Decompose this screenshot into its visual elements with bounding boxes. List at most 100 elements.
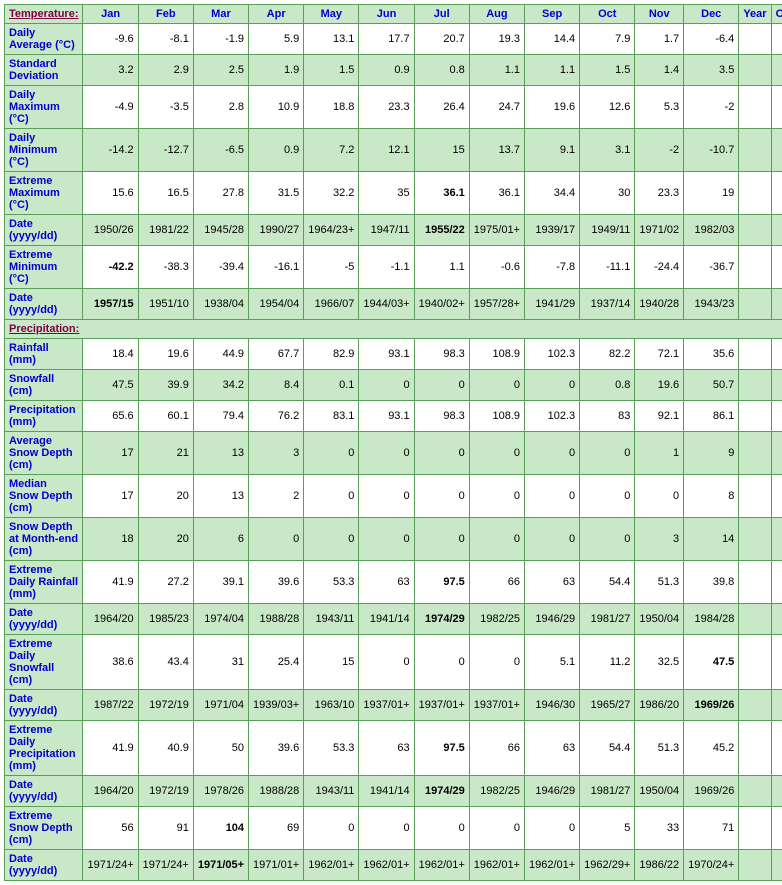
col-mar: Mar: [193, 5, 248, 24]
data-cell: 18: [83, 518, 138, 561]
data-cell: 13: [193, 432, 248, 475]
row-label-link[interactable]: Date (yyyy/dd): [9, 693, 57, 717]
data-cell: 1940/28: [635, 289, 684, 320]
data-cell: 3: [249, 432, 304, 475]
data-cell: 39.9: [138, 370, 193, 401]
year-cell: [739, 850, 771, 881]
data-cell: 0: [580, 518, 635, 561]
data-cell: 86.1: [684, 401, 739, 432]
row-label: Daily Maximum (°C): [5, 86, 83, 129]
data-cell: 7.9: [580, 24, 635, 55]
data-cell: 0.8: [580, 370, 635, 401]
data-cell: 41.9: [83, 561, 138, 604]
row-label: Snowfall (cm): [5, 370, 83, 401]
climate-table: Temperature: Jan Feb Mar Apr May Jun Jul…: [4, 4, 782, 881]
data-cell: 3.1: [580, 129, 635, 172]
data-cell: 36.1: [469, 172, 524, 215]
data-cell: 79.4: [193, 401, 248, 432]
table-row: Extreme Minimum (°C)-42.2-38.3-39.4-16.1…: [5, 246, 782, 289]
row-label-link[interactable]: Extreme Maximum (°C): [9, 175, 60, 211]
temperature-label[interactable]: Temperature:: [9, 8, 78, 20]
data-cell: 3.5: [684, 55, 739, 86]
row-label-link[interactable]: Snow Depth at Month-end (cm): [9, 521, 78, 557]
row-label-link[interactable]: Date (yyyy/dd): [9, 779, 57, 803]
data-cell: 72.1: [635, 339, 684, 370]
data-cell: 5.3: [635, 86, 684, 129]
temperature-body: Daily Average (°C)-9.6-8.1-1.95.913.117.…: [5, 24, 782, 320]
data-cell: 6: [193, 518, 248, 561]
year-cell: [739, 807, 771, 850]
row-label-link[interactable]: Standard Deviation: [9, 58, 59, 82]
data-cell: 1946/29: [524, 776, 579, 807]
data-cell: 44.9: [193, 339, 248, 370]
data-cell: -12.7: [138, 129, 193, 172]
data-cell: 0: [524, 432, 579, 475]
col-dec: Dec: [684, 5, 739, 24]
col-oct: Oct: [580, 5, 635, 24]
code-cell: [771, 690, 782, 721]
row-label: Daily Minimum (°C): [5, 129, 83, 172]
row-label-link[interactable]: Median Snow Depth (cm): [9, 478, 73, 514]
row-label-link[interactable]: Extreme Daily Rainfall (mm): [9, 564, 78, 600]
data-cell: 13.7: [469, 129, 524, 172]
data-cell: 13.1: [304, 24, 359, 55]
row-label-link[interactable]: Daily Minimum (°C): [9, 132, 57, 168]
data-cell: 2.5: [193, 55, 248, 86]
data-cell: 0: [580, 475, 635, 518]
row-label-link[interactable]: Extreme Daily Snowfall (cm): [9, 638, 54, 686]
data-cell: 0: [359, 807, 414, 850]
data-cell: 17: [83, 432, 138, 475]
precipitation-label[interactable]: Precipitation:: [9, 323, 79, 335]
row-label-link[interactable]: Rainfall (mm): [9, 342, 49, 366]
year-cell: [739, 172, 771, 215]
row-label-link[interactable]: Date (yyyy/dd): [9, 218, 57, 242]
row-label-link[interactable]: Date (yyyy/dd): [9, 853, 57, 877]
row-label-link[interactable]: Daily Average (°C): [9, 27, 75, 51]
data-cell: 8: [684, 475, 739, 518]
row-label-link[interactable]: Extreme Minimum (°C): [9, 249, 57, 285]
data-cell: 1955/22: [414, 215, 469, 246]
table-row: Precipitation (mm)65.660.179.476.283.193…: [5, 401, 782, 432]
data-cell: 1939/03+: [249, 690, 304, 721]
row-label: Daily Average (°C): [5, 24, 83, 55]
year-cell: [739, 401, 771, 432]
data-cell: 1.4: [635, 55, 684, 86]
data-cell: 45.2: [684, 721, 739, 776]
data-cell: 0: [580, 432, 635, 475]
data-cell: 0: [469, 475, 524, 518]
code-cell: [771, 776, 782, 807]
row-label-link[interactable]: Average Snow Depth (cm): [9, 435, 73, 471]
data-cell: 50.7: [684, 370, 739, 401]
data-cell: 1.1: [524, 55, 579, 86]
row-label-link[interactable]: Daily Maximum (°C): [9, 89, 60, 125]
data-cell: -16.1: [249, 246, 304, 289]
row-label-link[interactable]: Extreme Daily Precipitation (mm): [9, 724, 76, 772]
section-temperature-header: Temperature:: [5, 5, 83, 24]
row-label-link[interactable]: Snowfall (cm): [9, 373, 54, 397]
row-label-link[interactable]: Precipitation (mm): [9, 404, 76, 428]
data-cell: 1950/26: [83, 215, 138, 246]
data-cell: 1964/23+: [304, 215, 359, 246]
data-cell: 9.1: [524, 129, 579, 172]
data-cell: 15: [414, 129, 469, 172]
data-cell: -10.7: [684, 129, 739, 172]
data-cell: 0: [469, 432, 524, 475]
row-label-link[interactable]: Extreme Snow Depth (cm): [9, 810, 73, 846]
code-cell: [771, 604, 782, 635]
code-cell: C: [771, 518, 782, 561]
data-cell: 0: [414, 432, 469, 475]
data-cell: 1937/01+: [469, 690, 524, 721]
data-cell: 66: [469, 721, 524, 776]
data-cell: 53.3: [304, 721, 359, 776]
data-cell: 1974/29: [414, 776, 469, 807]
data-cell: 19.3: [469, 24, 524, 55]
data-cell: 1937/01+: [359, 690, 414, 721]
data-cell: 1963/10: [304, 690, 359, 721]
row-label-link[interactable]: Date (yyyy/dd): [9, 607, 57, 631]
table-row: Extreme Daily Snowfall (cm)38.643.43125.…: [5, 635, 782, 690]
data-cell: 1981/27: [580, 604, 635, 635]
data-cell: 1941/14: [359, 604, 414, 635]
row-label-link[interactable]: Date (yyyy/dd): [9, 292, 57, 316]
data-cell: 43.4: [138, 635, 193, 690]
data-cell: 1950/04: [635, 776, 684, 807]
